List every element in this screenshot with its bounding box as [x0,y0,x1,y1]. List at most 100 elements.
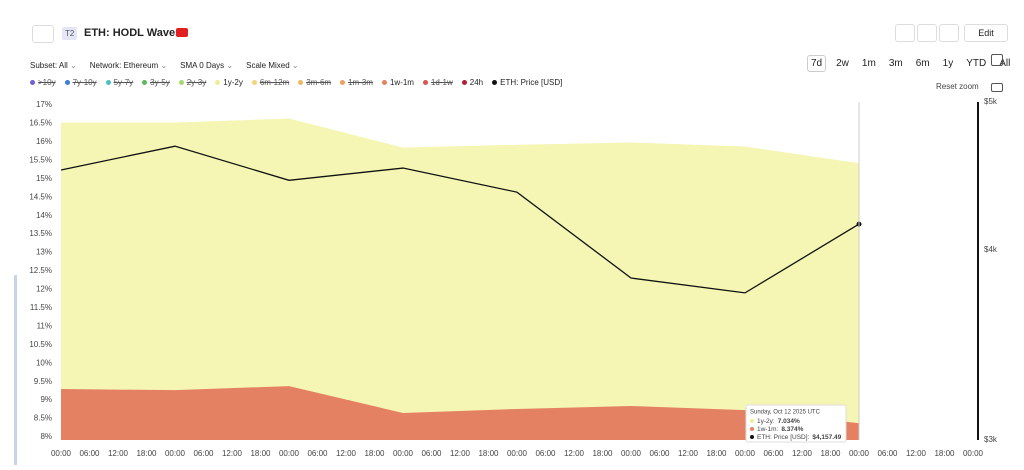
y-tick-label: 10% [36,358,52,367]
range-button[interactable]: 3m [888,58,903,69]
legend-label: 3y-5y [150,78,170,87]
legend-dot [178,80,184,86]
legend-label: 1d-1w [430,78,453,87]
y-tick-label: 17% [36,100,52,109]
x-tick-label: 00:00 [621,449,642,458]
legend-dot [340,80,346,86]
y2-tick-label: $5k [984,97,998,106]
legend-item[interactable]: 5y-7y [105,78,134,87]
legend-item[interactable]: 2y-3y [178,78,206,87]
tooltip-label: ETH: Price [USD]: [757,434,810,441]
tooltip-row: ETH: Price [USD]: $4,157.49 [757,434,842,441]
legend-item[interactable]: 1m-3m [340,78,373,87]
range-button[interactable]: 1y [942,58,954,69]
camera-icon[interactable] [991,83,1003,92]
legend-item[interactable]: 6m-12m [251,78,289,87]
legend-label: 1m-3m [348,78,373,87]
range-button[interactable]: 6m [915,58,930,69]
x-tick-label: 18:00 [478,449,499,458]
title: ETH: HODL Waves [84,27,182,39]
share-button[interactable] [917,24,937,42]
legend-label: 5y-7y [113,78,134,87]
y-tick-label: 12.5% [29,266,52,275]
x-tick-label: 00:00 [963,449,984,458]
tooltip-row: 1w-1m: 8.374% [757,426,804,433]
legend-item[interactable]: 24h [461,78,483,87]
range-buttons: 7d 2w 1m 3m 6m 1y YTD All [800,53,1013,72]
area-fill [61,386,859,440]
legend-label: >10y [38,78,56,87]
x-tick-label: 00:00 [735,449,756,458]
x-tick-label: 12:00 [450,449,471,458]
y2-tick-label: $3k [984,435,998,444]
tooltip-title: Sunday, Oct 12 2025 UTC [750,410,821,416]
copy-button[interactable] [939,24,959,42]
x-tick-label: 00:00 [849,449,870,458]
tooltip-dot [750,419,754,423]
tooltip-value: 8.374% [781,426,803,433]
legend-item[interactable]: 1y-2y [215,78,243,87]
x-tick-label: 06:00 [535,449,556,458]
legend-label: 1y-2y [223,78,243,87]
filter[interactable]: Network: Ethereum [90,61,167,70]
range-button[interactable]: 7d [807,55,827,72]
tooltip-box [745,404,847,443]
legend-item[interactable]: 7y-10y [64,78,97,87]
legend-dot [422,80,428,86]
price-line [60,145,860,294]
y-tick-label: 11% [37,321,52,330]
y2-tick-label: $4k [984,245,998,254]
filter[interactable]: SMA 0 Days [180,61,233,70]
y-tick-label: 16% [36,137,52,146]
youtube-icon[interactable] [176,28,188,37]
legend-dot [64,80,70,86]
range-button[interactable]: All [999,58,1011,69]
legend-item[interactable]: >10y [30,78,56,87]
y-tick-label: 10.5% [29,340,52,349]
star-button[interactable] [895,24,915,42]
area-fill [61,119,859,424]
x-tick-label: 06:00 [307,449,328,458]
filter[interactable]: Subset: All [30,61,77,70]
legend-dot [105,80,111,86]
x-tick-label: 06:00 [763,449,784,458]
y-tick-label: 14.5% [29,192,52,201]
filters: Subset: All Network: Ethereum SMA 0 Days Sc… [30,55,312,73]
y-tick-label: 9% [40,395,52,404]
x-tick-label: 12:00 [564,449,585,458]
legend-item[interactable]: 1w-1m [381,78,414,87]
legend-dot [30,80,35,86]
scrollbar [14,275,17,465]
range-button[interactable]: YTD [966,58,987,69]
range-button[interactable]: 2w [836,58,849,69]
legend-label: 7y-10y [72,78,97,87]
edit-button[interactable]: Edit [964,24,1008,42]
x-tick-label: 00:00 [393,449,414,458]
tooltip-value: $4,157.49 [812,434,841,441]
legend-dot [492,80,498,86]
x-tick-label: 06:00 [877,449,898,458]
sidebar-toggle[interactable] [32,25,54,43]
calendar-icon[interactable] [991,54,1003,66]
range-button[interactable]: 1m [861,58,876,69]
x-tick-label: 00:00 [279,449,300,458]
legend-item[interactable]: 3y-5y [142,78,170,87]
y-tick-label: 12% [36,285,52,294]
legend-dot [215,80,221,86]
reset-zoom[interactable]: Reset zoom [936,82,979,91]
tooltip-dot [750,435,754,439]
legend-item[interactable]: 3m-6m [298,78,331,87]
legend-item[interactable]: 1d-1w [422,78,453,87]
legend-label: 3m-6m [306,78,332,87]
filter[interactable]: Scale Mixed [246,61,299,70]
legend-dot [381,80,387,86]
legend-label: 1w-1m [389,78,414,87]
legend-item[interactable]: ETH: Price [USD] [492,78,562,87]
y-tick-label: 15.5% [29,155,52,164]
y-tick-label: 8.5% [34,414,52,423]
x-tick-label: 00:00 [165,449,186,458]
x-tick-label: 06:00 [649,449,670,458]
x-tick-label: 12:00 [678,449,699,458]
